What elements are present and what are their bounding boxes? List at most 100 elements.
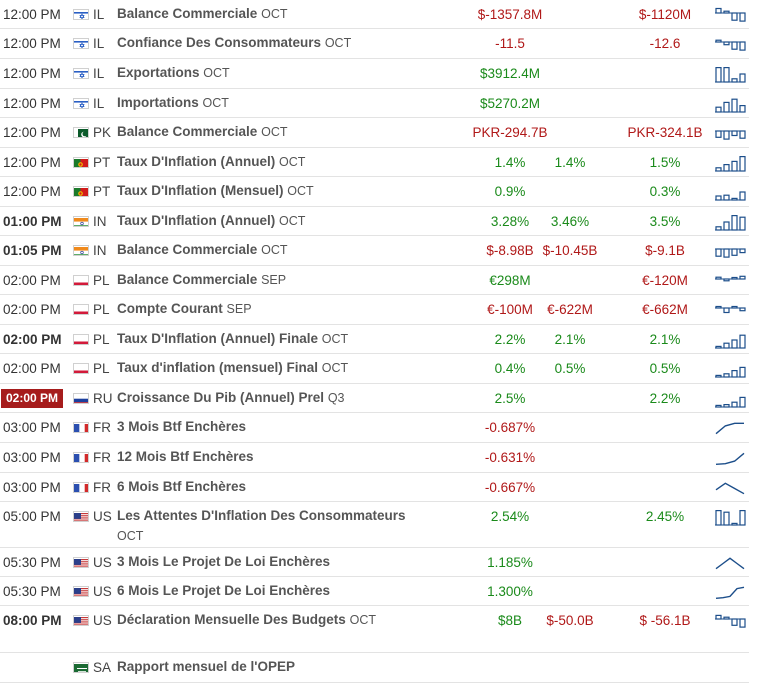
actual-value: 0.9% bbox=[494, 184, 526, 199]
country-code: RU bbox=[93, 391, 113, 406]
calendar-row[interactable]: 03:00 PM FR 12 Mois Btf Enchères -0.631% bbox=[0, 443, 749, 473]
history-sparkline-icon[interactable] bbox=[714, 418, 746, 438]
event-link[interactable]: Compte Courant SEP bbox=[117, 299, 417, 319]
event-name[interactable]: Balance Commerciale bbox=[117, 242, 258, 257]
pl-flag-icon bbox=[73, 363, 89, 374]
event-link[interactable]: Balance Commerciale SEP bbox=[117, 270, 417, 290]
event-name[interactable]: Taux D'Inflation (Mensuel) bbox=[117, 183, 284, 198]
actual-value: -0.667% bbox=[484, 480, 536, 495]
calendar-row[interactable]: 03:00 PM FR 3 Mois Btf Enchères -0.687% bbox=[0, 413, 749, 443]
calendar-row[interactable]: 12:00 PM IL Confiance Des Consommateurs OC… bbox=[0, 29, 749, 59]
previous-value: 0.3% bbox=[649, 184, 681, 199]
event-name[interactable]: Taux d'inflation (mensuel) Final bbox=[117, 360, 318, 375]
history-sparkline-icon[interactable] bbox=[714, 182, 746, 202]
calendar-row[interactable]: 01:05 PM IN Balance Commerciale OCT $-8.98B… bbox=[0, 236, 749, 266]
calendar-row[interactable]: 02:00 PM PL Balance Commerciale SEP €298M €-… bbox=[0, 266, 749, 295]
history-sparkline-icon[interactable] bbox=[714, 611, 746, 631]
event-link[interactable]: Taux D'Inflation (Mensuel) OCT bbox=[117, 181, 417, 201]
history-sparkline-icon[interactable] bbox=[714, 359, 746, 379]
history-sparkline-icon[interactable] bbox=[714, 34, 746, 54]
previous-value: $-9.1B bbox=[645, 243, 685, 258]
history-sparkline-icon[interactable] bbox=[714, 330, 746, 350]
event-period: OCT bbox=[202, 96, 229, 110]
calendar-row[interactable]: 12:00 PM PT Taux D'Inflation (Annuel) OCT 1… bbox=[0, 148, 749, 177]
event-link[interactable]: 12 Mois Btf Enchères bbox=[117, 447, 417, 467]
event-link[interactable]: 6 Mois Btf Enchères bbox=[117, 477, 417, 497]
history-sparkline-icon[interactable] bbox=[714, 241, 746, 261]
event-name[interactable]: Compte Courant bbox=[117, 301, 223, 316]
event-link[interactable]: 6 Mois Le Projet De Loi Enchères bbox=[117, 581, 417, 601]
event-name[interactable]: Les Attentes D'Inflation Des Consommateu… bbox=[117, 508, 406, 523]
history-sparkline-icon[interactable] bbox=[714, 448, 746, 468]
history-sparkline-icon[interactable] bbox=[714, 271, 746, 291]
history-sparkline-icon[interactable] bbox=[714, 507, 746, 527]
event-link[interactable]: Croissance Du Pib (Annuel) Prel Q3 bbox=[117, 388, 417, 408]
event-name[interactable]: Exportations bbox=[117, 65, 200, 80]
calendar-row[interactable]: 05:30 PM US 3 Mois Le Projet De Loi Enchèr… bbox=[0, 548, 749, 577]
event-name[interactable]: Importations bbox=[117, 95, 199, 110]
event-name[interactable]: 12 Mois Btf Enchères bbox=[117, 449, 254, 464]
event-name[interactable]: 3 Mois Le Projet De Loi Enchères bbox=[117, 554, 331, 569]
calendar-row[interactable]: SA Rapport mensuel de l'OPEP bbox=[0, 653, 749, 683]
calendar-row[interactable]: 12:00 PM IL Importations OCT $5270.2M bbox=[0, 89, 749, 118]
event-link[interactable]: Les Attentes D'Inflation Des Consommateu… bbox=[117, 506, 417, 546]
event-link[interactable]: Balance Commerciale OCT bbox=[117, 122, 417, 142]
event-name[interactable]: Taux D'Inflation (Annuel) bbox=[117, 154, 276, 169]
history-sparkline-icon[interactable] bbox=[714, 478, 746, 498]
history-sparkline-icon[interactable] bbox=[714, 94, 746, 114]
calendar-row[interactable]: 01:00 PM IN Taux D'Inflation (Annuel) OCT 3… bbox=[0, 207, 749, 236]
history-sparkline-icon[interactable] bbox=[714, 389, 746, 409]
calendar-row[interactable]: 02:00 PM PL Taux d'inflation (mensuel) Fin… bbox=[0, 354, 749, 384]
event-name[interactable]: 6 Mois Btf Enchères bbox=[117, 479, 247, 494]
calendar-row[interactable]: 12:00 PM IL Balance Commerciale OCT $-1357.… bbox=[0, 0, 749, 29]
calendar-row[interactable]: 02:00 PM PL Taux D'Inflation (Annuel) Fina… bbox=[0, 325, 749, 354]
calendar-row[interactable]: 12:00 PM PT Taux D'Inflation (Mensuel) OCT… bbox=[0, 177, 749, 207]
calendar-row[interactable]: 05:00 PM US Les Attentes D'Inflation Des C… bbox=[0, 502, 749, 548]
calendar-row[interactable]: 05:30 PM US 6 Mois Le Projet De Loi Enchèr… bbox=[0, 577, 749, 606]
event-link[interactable]: Confiance Des Consommateurs OCT bbox=[117, 33, 417, 53]
event-name[interactable]: 6 Mois Le Projet De Loi Enchères bbox=[117, 583, 331, 598]
calendar-row[interactable]: 02:00 PM RU Croissance Du Pib (Annuel) Pre… bbox=[0, 384, 749, 413]
history-sparkline-icon[interactable] bbox=[714, 212, 746, 232]
history-sparkline-icon[interactable] bbox=[714, 153, 746, 173]
event-name[interactable]: Rapport mensuel de l'OPEP bbox=[117, 659, 295, 674]
event-link[interactable]: 3 Mois Le Projet De Loi Enchères bbox=[117, 552, 417, 572]
event-name[interactable]: Taux D'Inflation (Annuel) bbox=[117, 213, 276, 228]
event-link[interactable]: Rapport mensuel de l'OPEP bbox=[117, 657, 417, 677]
event-link[interactable]: Balance Commerciale OCT bbox=[117, 4, 417, 24]
event-link[interactable]: Taux D'Inflation (Annuel) OCT bbox=[117, 152, 417, 172]
event-link[interactable]: Taux D'Inflation (Annuel) Finale OCT bbox=[117, 329, 417, 349]
event-link[interactable]: Balance Commerciale OCT bbox=[117, 240, 417, 260]
history-sparkline-icon[interactable] bbox=[714, 64, 746, 84]
history-sparkline-icon[interactable] bbox=[714, 5, 746, 25]
history-sparkline-icon[interactable] bbox=[714, 658, 746, 678]
event-period: OCT bbox=[287, 184, 314, 198]
history-sparkline-icon[interactable] bbox=[714, 582, 746, 602]
event-link[interactable]: Exportations OCT bbox=[117, 63, 417, 83]
event-link[interactable]: Taux d'inflation (mensuel) Final OCT bbox=[117, 358, 417, 378]
event-link[interactable]: Déclaration Mensuelle Des Budgets OCT bbox=[117, 610, 417, 630]
event-name[interactable]: Balance Commerciale bbox=[117, 6, 258, 21]
event-name[interactable]: Balance Commerciale bbox=[117, 124, 258, 139]
calendar-row[interactable]: 02:00 PM PL Compte Courant SEP €-100M €-622M… bbox=[0, 295, 749, 325]
actual-value: -11.5 bbox=[495, 36, 525, 51]
event-name[interactable]: 3 Mois Btf Enchères bbox=[117, 419, 247, 434]
event-name[interactable]: Confiance Des Consommateurs bbox=[117, 35, 322, 50]
history-sparkline-icon[interactable] bbox=[714, 300, 746, 320]
history-sparkline-icon[interactable] bbox=[714, 553, 746, 573]
actual-value: $5270.2M bbox=[479, 96, 541, 111]
event-name[interactable]: Taux D'Inflation (Annuel) Finale bbox=[117, 331, 318, 346]
calendar-row[interactable]: 12:00 PM PK Balance Commerciale OCT PKR-294… bbox=[0, 118, 749, 148]
event-link[interactable]: 3 Mois Btf Enchères bbox=[117, 417, 417, 437]
event-name[interactable]: Croissance Du Pib (Annuel) Prel bbox=[117, 390, 325, 405]
calendar-row[interactable]: 03:00 PM FR 6 Mois Btf Enchères -0.667% bbox=[0, 473, 749, 502]
event-name[interactable]: Balance Commerciale bbox=[117, 272, 258, 287]
calendar-row[interactable]: 08:00 PM US Déclaration Mensuelle Des Budg… bbox=[0, 606, 749, 653]
calendar-row[interactable]: 12:00 PM IL Exportations OCT $3912.4M bbox=[0, 59, 749, 89]
history-sparkline-icon[interactable] bbox=[714, 123, 746, 143]
event-link[interactable]: Importations OCT bbox=[117, 93, 417, 113]
event-link[interactable]: Taux D'Inflation (Annuel) OCT bbox=[117, 211, 417, 231]
event-name[interactable]: Déclaration Mensuelle Des Budgets bbox=[117, 612, 346, 627]
us-flag-icon bbox=[73, 557, 89, 568]
event-period: SEP bbox=[261, 273, 287, 287]
